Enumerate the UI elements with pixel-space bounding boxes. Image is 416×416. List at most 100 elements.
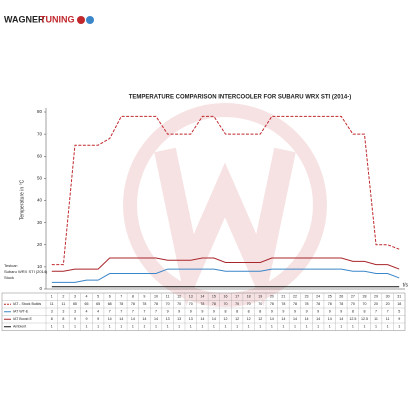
table-cell: 14 bbox=[339, 317, 343, 321]
logo-icon bbox=[86, 16, 94, 24]
table-cell: 13 bbox=[166, 317, 170, 321]
table-cell: 7 bbox=[120, 310, 122, 314]
table-cell: 1 bbox=[120, 325, 122, 329]
table-cell: 14 bbox=[270, 317, 274, 321]
table-cell: 1 bbox=[387, 325, 389, 329]
logo-accent: TUNING bbox=[40, 14, 75, 24]
table-cell: 12.5 bbox=[349, 317, 356, 321]
table-cell: 70 bbox=[235, 302, 239, 306]
table-cell: 3 bbox=[74, 310, 76, 314]
table-cell: 7 bbox=[375, 310, 377, 314]
table-cell: 8 bbox=[51, 317, 53, 321]
table-cell: 7 bbox=[109, 310, 111, 314]
x-tick-label: 26 bbox=[339, 295, 343, 299]
table-cell: 78 bbox=[212, 302, 216, 306]
legend-label: Ambient bbox=[13, 325, 26, 329]
table-cell: 8 bbox=[363, 310, 365, 314]
table-cell: 9 bbox=[340, 310, 342, 314]
table-cell: 1 bbox=[225, 325, 227, 329]
table-cell: 1 bbox=[236, 325, 238, 329]
table-cell: 11 bbox=[386, 317, 390, 321]
table-cell: 14 bbox=[142, 317, 146, 321]
table-cell: 9 bbox=[329, 310, 331, 314]
table-cell: 70 bbox=[189, 302, 193, 306]
table-cell: 70 bbox=[177, 302, 181, 306]
table-cell: 14 bbox=[281, 317, 285, 321]
table-cell: 1 bbox=[213, 325, 215, 329]
table-cell: 14 bbox=[316, 317, 320, 321]
table-cell: 3 bbox=[51, 310, 53, 314]
table-cell: 1 bbox=[317, 325, 319, 329]
table-cell: 14 bbox=[108, 317, 112, 321]
x-tick-label: 6 bbox=[109, 295, 111, 299]
table-cell: 9 bbox=[294, 310, 296, 314]
x-tick-label: 24 bbox=[316, 295, 320, 299]
table-cell: 78 bbox=[142, 302, 146, 306]
table-cell: 8 bbox=[236, 310, 238, 314]
x-tick-label: 29 bbox=[374, 295, 378, 299]
table-cell: 18 bbox=[397, 302, 401, 306]
legend-label: IAT - Stock Builds bbox=[13, 302, 41, 306]
table-cell: 3 bbox=[62, 310, 64, 314]
table-cell: 78 bbox=[131, 302, 135, 306]
x-tick-label: 14 bbox=[200, 295, 204, 299]
table-cell: 11 bbox=[62, 302, 66, 306]
note: Subaru WRX STI (2014) bbox=[4, 269, 48, 274]
table-cell: 9 bbox=[167, 310, 169, 314]
table-cell: 1 bbox=[363, 325, 365, 329]
table-cell: 11 bbox=[50, 302, 54, 306]
y-tick-label: 0 bbox=[39, 286, 42, 291]
table-cell: 7 bbox=[132, 310, 134, 314]
table-cell: 20 bbox=[374, 302, 378, 306]
table-cell: 9 bbox=[190, 310, 192, 314]
table-cell: 70 bbox=[166, 302, 170, 306]
table-cell: 1 bbox=[132, 325, 134, 329]
x-tick-label: 2 bbox=[62, 295, 64, 299]
table-cell: 78 bbox=[305, 302, 309, 306]
table-cell: 7 bbox=[143, 310, 145, 314]
x-tick-label: 1 bbox=[51, 295, 53, 299]
series-line bbox=[51, 115, 400, 266]
table-cell: 12.5 bbox=[361, 317, 368, 321]
note: Testcar: bbox=[4, 263, 18, 268]
table-cell: 4 bbox=[86, 310, 88, 314]
series-line bbox=[51, 257, 400, 272]
x-tick-label: 21 bbox=[281, 295, 285, 299]
table-cell: 78 bbox=[119, 302, 123, 306]
table-cell: 1 bbox=[271, 325, 273, 329]
table-cell: 1 bbox=[190, 325, 192, 329]
x-tick-label: 4 bbox=[86, 295, 88, 299]
table-cell: 9 bbox=[398, 317, 400, 321]
table-cell: 12 bbox=[247, 317, 251, 321]
table-cell: 1 bbox=[294, 325, 296, 329]
table-cell: 78 bbox=[339, 302, 343, 306]
x-tick-label: 15 bbox=[212, 295, 216, 299]
x-tick-label: 22 bbox=[293, 295, 297, 299]
table-cell: 9 bbox=[74, 317, 76, 321]
logo-icon bbox=[77, 16, 85, 24]
table-cell: 14 bbox=[119, 317, 123, 321]
table-cell: 78 bbox=[281, 302, 285, 306]
y-tick-label: 30 bbox=[37, 220, 43, 225]
table-cell: 1 bbox=[97, 325, 99, 329]
y-tick-label: 60 bbox=[37, 153, 43, 158]
x-tick-label: 5 bbox=[97, 295, 99, 299]
logo-brand: WAGNER bbox=[4, 14, 45, 24]
table-cell: 1 bbox=[306, 325, 308, 329]
table-cell: 14 bbox=[131, 317, 135, 321]
table-cell: 13 bbox=[189, 317, 193, 321]
x-tick-label: 17 bbox=[235, 295, 239, 299]
x-tick-label: 19 bbox=[258, 295, 262, 299]
table-cell: 70 bbox=[258, 302, 262, 306]
table-cell: 68 bbox=[108, 302, 112, 306]
legend-label: IAT Boost E bbox=[13, 317, 32, 321]
x-axis-label: t/s bbox=[403, 282, 409, 288]
table-cell: 1 bbox=[259, 325, 261, 329]
table-cell: 1 bbox=[375, 325, 377, 329]
table-cell: 65 bbox=[85, 302, 89, 306]
table-cell: 1 bbox=[329, 325, 331, 329]
x-tick-label: 28 bbox=[362, 295, 366, 299]
table-cell: 1 bbox=[51, 325, 53, 329]
table-cell: 1 bbox=[340, 325, 342, 329]
